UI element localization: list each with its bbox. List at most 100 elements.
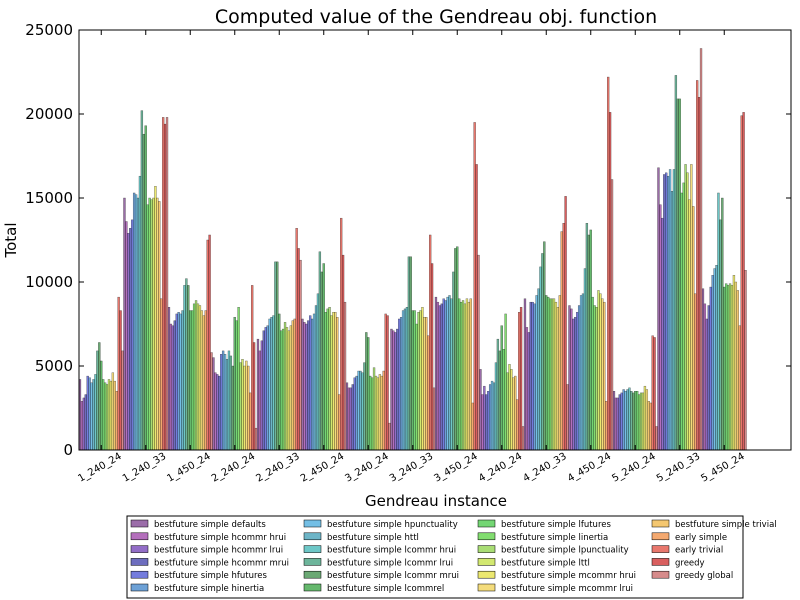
x-tick-label: 2_240_33 (254, 451, 301, 485)
bar (742, 112, 745, 451)
bar (167, 307, 171, 451)
legend-label: bestfuture simple lfutures (501, 520, 611, 530)
bar (216, 374, 219, 451)
bar (647, 401, 650, 451)
legend-swatch (303, 583, 322, 592)
bar (636, 391, 639, 451)
bar (655, 426, 658, 451)
bar (713, 268, 716, 451)
bar (396, 328, 399, 451)
bar (394, 332, 397, 451)
bar (163, 123, 167, 451)
bar (436, 301, 440, 451)
bar (699, 48, 703, 451)
y-tick-label: 10000 (25, 273, 73, 291)
bar (96, 350, 99, 451)
legend-label: bestfuture simple lpunctuality (501, 546, 629, 556)
bar (200, 310, 204, 451)
legend-swatch (303, 545, 322, 553)
bar (252, 342, 256, 451)
bar (90, 382, 93, 451)
bar (204, 310, 207, 451)
bar (196, 303, 200, 451)
bar (208, 234, 211, 451)
x-tick-label: 4_240_24 (477, 451, 524, 485)
bar (649, 402, 652, 451)
legend-label: bestfuture simple mcommr hrui (501, 571, 636, 581)
bar (160, 298, 163, 451)
bar (539, 266, 542, 451)
y-tick-label: 25000 (25, 21, 73, 39)
x-tick-label: 5_240_24 (610, 451, 657, 485)
bar (121, 350, 124, 451)
bar (690, 164, 693, 451)
bar (241, 359, 244, 451)
bar (663, 174, 666, 451)
bar (192, 303, 196, 451)
bar (494, 362, 498, 451)
bar (485, 394, 488, 451)
bar (107, 379, 111, 451)
bar (336, 317, 339, 451)
bar (628, 387, 631, 451)
x-tick-label: 3_240_24 (343, 451, 390, 485)
bar (316, 293, 320, 451)
bar (583, 268, 587, 451)
bar (523, 298, 527, 451)
bar (378, 374, 382, 451)
bar (541, 253, 544, 451)
y-tick-label: 0 (63, 441, 73, 459)
bar (423, 317, 426, 451)
bar (591, 296, 594, 451)
bar (458, 298, 461, 451)
bar (508, 364, 511, 451)
bar (185, 278, 188, 451)
bar (353, 377, 356, 451)
bar (429, 234, 432, 451)
bar (374, 375, 378, 451)
bar (256, 338, 260, 451)
bar (744, 270, 747, 451)
bar (303, 322, 306, 451)
bar (614, 397, 618, 451)
bar (626, 389, 629, 451)
bar (703, 303, 707, 451)
bar (376, 377, 380, 451)
bar (129, 228, 132, 451)
bar (527, 332, 530, 451)
bar (719, 219, 722, 451)
bar (587, 234, 590, 451)
legend-swatch (651, 519, 670, 528)
bar (312, 313, 316, 451)
bar (456, 246, 459, 451)
bar (233, 317, 236, 451)
bar (220, 354, 223, 451)
bar (452, 271, 455, 451)
bar (688, 199, 691, 451)
legend-swatch (130, 519, 149, 528)
bar (630, 391, 633, 451)
bar (547, 296, 550, 451)
x-tick-label: 1_450_24 (165, 451, 212, 485)
bar (419, 310, 422, 451)
bar (537, 288, 540, 451)
bar (326, 308, 329, 451)
bar (297, 248, 300, 451)
bar (603, 301, 606, 451)
bar (349, 387, 352, 451)
bar (734, 281, 738, 451)
bar (310, 318, 314, 451)
bar (270, 317, 273, 451)
y-tick-label: 15000 (25, 189, 73, 207)
plot-area (78, 29, 792, 451)
x-tick-label: 3_450_24 (432, 451, 479, 485)
bar (113, 380, 116, 451)
bar (473, 122, 476, 451)
bar (694, 293, 697, 451)
bar (80, 401, 84, 451)
bar (601, 298, 604, 451)
bar (728, 283, 732, 451)
bar (254, 427, 258, 451)
bar (132, 192, 136, 451)
bar (618, 394, 621, 451)
